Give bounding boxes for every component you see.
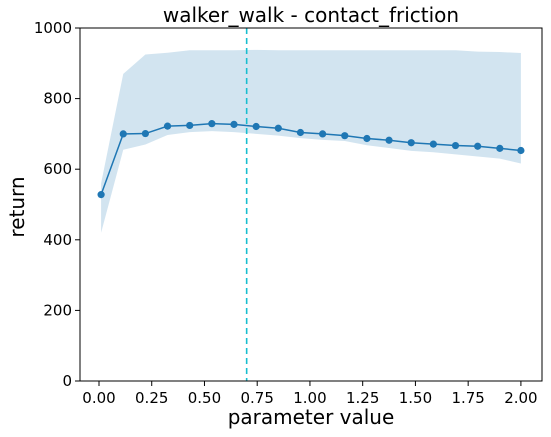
axes-frame [79, 27, 543, 382]
x-tick-label: 1.50 [399, 389, 432, 407]
data-point [517, 146, 525, 155]
data-point [274, 124, 282, 132]
data-point [429, 140, 437, 148]
x-tick-label: 0.75 [241, 389, 274, 407]
x-tick-label: 0.50 [188, 389, 221, 407]
chart-title: walker_walk - contact_friction [163, 3, 459, 27]
data-point [230, 120, 238, 128]
x-tick-label: 1.00 [293, 389, 326, 407]
y-tick-label: 400 [43, 231, 72, 249]
y-tick-label: 0 [62, 372, 72, 390]
y-tick-label: 800 [43, 90, 72, 108]
y-tick-label: 1000 [34, 19, 72, 37]
data-point [341, 132, 349, 140]
data-point [496, 144, 504, 152]
series-line [100, 122, 521, 195]
x-tick-label: 1.75 [451, 389, 484, 407]
data-point [385, 136, 393, 144]
y-tick-label: 200 [43, 301, 72, 319]
data-point [407, 139, 415, 147]
data-point [141, 129, 149, 138]
data-point [474, 142, 482, 150]
data-point [296, 128, 305, 137]
x-axis-label: parameter value [228, 405, 395, 429]
x-tick-label: 0.00 [82, 389, 115, 407]
plot-area: 0.00 0.25 0.50 0.75 1.00 1.25 1.50 1.75 2.00 0 200… [34, 19, 543, 407]
data-point [208, 120, 216, 128]
x-tick-label: 0.25 [135, 389, 168, 407]
data-point [119, 130, 127, 138]
y-axis-label: return [5, 176, 29, 237]
x-tick-label: 2.00 [504, 389, 537, 407]
data-point [363, 134, 371, 143]
data-point [451, 141, 460, 150]
data-point [252, 122, 260, 131]
data-point [319, 130, 327, 138]
x-tick-label: 1.25 [346, 389, 379, 407]
confidence-band [101, 49, 521, 233]
data-point [97, 191, 105, 199]
data-point [186, 121, 194, 130]
data-point [163, 122, 172, 130]
y-tick-label: 600 [43, 160, 72, 178]
